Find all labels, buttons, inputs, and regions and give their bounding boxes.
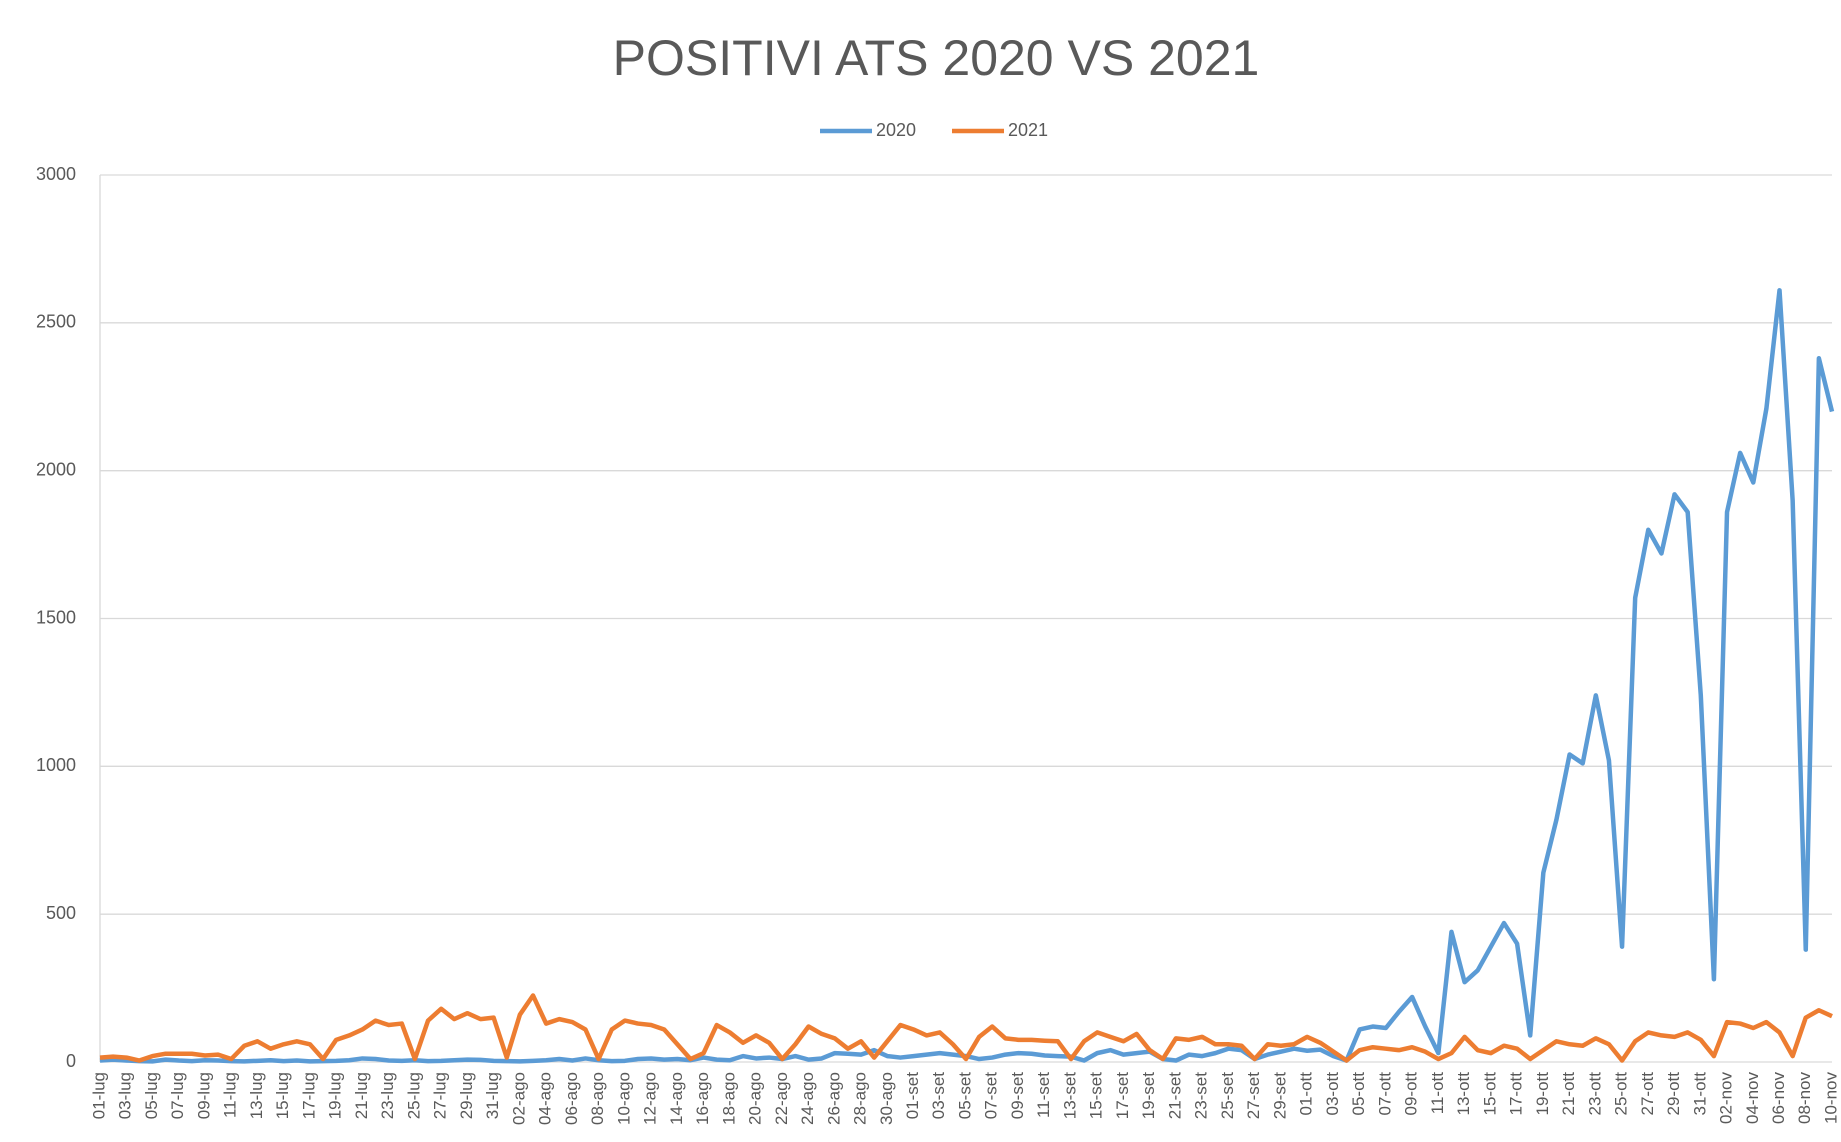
legend-label: 2021 <box>1008 120 1048 140</box>
chart-title: POSITIVI ATS 2020 VS 2021 <box>613 30 1260 86</box>
x-tick-label: 06-nov <box>1769 1072 1788 1124</box>
x-tick-label: 29-ott <box>1664 1072 1683 1116</box>
x-tick-label: 05-set <box>955 1072 974 1120</box>
x-tick-label: 20-ago <box>746 1072 765 1125</box>
x-tick-label: 11-lug <box>221 1072 240 1118</box>
x-tick-label: 09-lug <box>194 1072 213 1119</box>
x-tick-label: 28-ago <box>851 1072 870 1125</box>
x-tick-label: 12-ago <box>641 1072 660 1125</box>
x-tick-label: 03-set <box>929 1072 948 1120</box>
x-tick-label: 29-lug <box>457 1072 476 1119</box>
x-tick-label: 16-ago <box>693 1072 712 1125</box>
x-tick-label: 08-nov <box>1795 1072 1814 1124</box>
x-tick-label: 17-set <box>1113 1072 1132 1120</box>
y-tick-label: 1000 <box>36 755 76 775</box>
x-tick-label: 07-set <box>982 1072 1001 1120</box>
x-tick-label: 15-lug <box>273 1072 292 1119</box>
x-tick-label: 05-ott <box>1349 1072 1368 1116</box>
x-tick-label: 19-set <box>1139 1072 1158 1120</box>
x-tick-label: 13-lug <box>247 1072 266 1119</box>
x-tick-label: 03-lug <box>116 1072 135 1119</box>
legend-label: 2020 <box>876 120 916 140</box>
x-tick-label: 24-ago <box>798 1072 817 1125</box>
x-tick-label: 27-set <box>1244 1072 1263 1120</box>
x-tick-label: 29-set <box>1270 1072 1289 1120</box>
x-tick-label: 31-lug <box>483 1072 502 1119</box>
x-tick-label: 19-ott <box>1533 1072 1552 1116</box>
x-tick-label: 10-ago <box>614 1072 633 1125</box>
x-tick-label: 23-set <box>1192 1072 1211 1120</box>
y-tick-label: 1500 <box>36 607 76 627</box>
x-tick-label: 22-ago <box>772 1072 791 1125</box>
x-tick-label: 05-lug <box>142 1072 161 1119</box>
y-tick-label: 2000 <box>36 459 76 479</box>
x-tick-label: 27-ott <box>1638 1072 1657 1116</box>
x-tick-label: 09-ott <box>1402 1072 1421 1116</box>
x-tick-label: 23-lug <box>378 1072 397 1119</box>
series-line <box>99 993 1833 1063</box>
x-tick-label: 02-ago <box>509 1072 528 1125</box>
x-tick-label: 27-lug <box>431 1072 450 1119</box>
x-tick-label: 06-ago <box>562 1072 581 1125</box>
x-tick-label: 25-lug <box>404 1072 423 1119</box>
x-tick-label: 17-lug <box>299 1072 318 1119</box>
y-tick-label: 500 <box>46 903 76 923</box>
x-tick-label: 09-set <box>1008 1072 1027 1120</box>
x-tick-label: 01-set <box>903 1072 922 1120</box>
x-tick-label: 13-set <box>1060 1072 1079 1120</box>
x-tick-label: 18-ago <box>719 1072 738 1125</box>
x-tick-label: 23-ott <box>1585 1072 1604 1116</box>
x-tick-label: 07-lug <box>168 1072 187 1119</box>
x-tick-label: 17-ott <box>1507 1072 1526 1116</box>
x-tick-label: 21-set <box>1165 1072 1184 1120</box>
x-tick-label: 03-ott <box>1323 1072 1342 1116</box>
x-tick-label: 15-ott <box>1480 1072 1499 1116</box>
x-tick-label: 08-ago <box>588 1072 607 1125</box>
y-tick-label: 0 <box>66 1051 76 1071</box>
x-tick-label: 01-ott <box>1297 1072 1316 1116</box>
x-tick-label: 07-ott <box>1375 1072 1394 1116</box>
x-tick-label: 25-set <box>1218 1072 1237 1120</box>
x-tick-label: 11-ott <box>1428 1072 1447 1114</box>
x-tick-label: 10-nov <box>1821 1072 1840 1124</box>
x-tick-label: 04-nov <box>1743 1072 1762 1124</box>
x-tick-label: 15-set <box>1087 1072 1106 1120</box>
x-tick-label: 31-ott <box>1690 1072 1709 1116</box>
x-tick-label: 30-ago <box>877 1072 896 1125</box>
x-tick-label: 21-lug <box>352 1072 371 1119</box>
x-tick-label: 14-ago <box>667 1072 686 1125</box>
x-tick-label: 04-ago <box>536 1072 555 1125</box>
x-tick-label: 26-ago <box>824 1072 843 1125</box>
x-tick-label: 21-ott <box>1559 1072 1578 1116</box>
x-tick-label: 25-ott <box>1612 1072 1631 1116</box>
y-tick-label: 2500 <box>36 312 76 332</box>
x-tick-label: 11-set <box>1034 1072 1053 1118</box>
x-tick-label: 02-nov <box>1717 1072 1736 1124</box>
x-tick-label: 13-ott <box>1454 1072 1473 1116</box>
x-tick-label: 01-lug <box>89 1072 108 1119</box>
y-tick-label: 3000 <box>36 164 76 184</box>
x-tick-label: 19-lug <box>326 1072 345 1119</box>
